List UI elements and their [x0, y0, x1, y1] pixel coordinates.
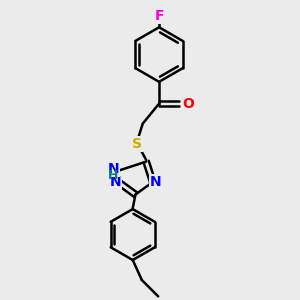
Text: N: N [150, 175, 161, 189]
Text: S: S [132, 136, 142, 151]
Text: N: N [107, 162, 119, 176]
Text: H: H [108, 169, 118, 182]
Text: N: N [110, 175, 121, 189]
Text: O: O [182, 97, 194, 111]
Text: F: F [154, 9, 164, 23]
